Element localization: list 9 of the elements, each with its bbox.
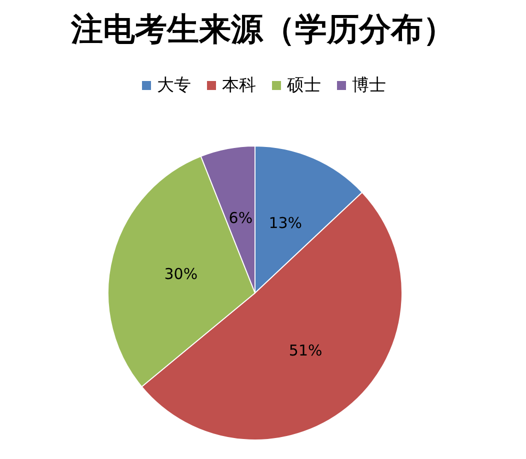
legend-label: 大专 — [157, 76, 191, 96]
chart-title: 注电考生来源（学历分布） — [70, 10, 455, 48]
data-label: 51% — [288, 341, 322, 360]
legend-label: 本科 — [222, 76, 256, 96]
legend-label: 硕士 — [286, 76, 321, 96]
data-label: 13% — [268, 214, 302, 232]
data-label: 30% — [164, 264, 198, 283]
legend-label: 博士 — [352, 76, 386, 96]
data-label: 6% — [228, 208, 253, 227]
